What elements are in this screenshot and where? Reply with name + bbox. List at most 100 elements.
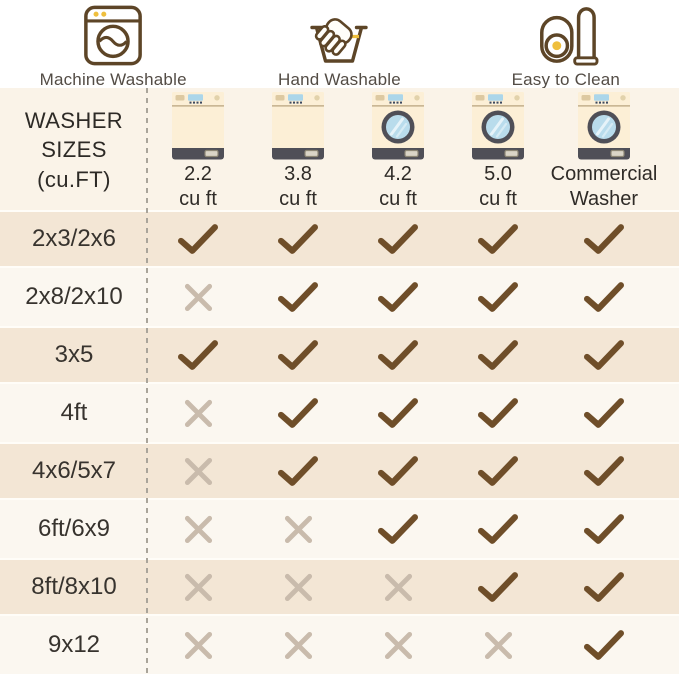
rug-size-label: 9x12	[47, 631, 101, 658]
table-row: 6ft/6x9	[0, 500, 679, 558]
washer-column-header: 3.8 cu ft	[248, 88, 348, 212]
table-cell	[348, 212, 448, 266]
table-body: 2x3/2x6 2x8/2x10 3x5 4ft	[0, 210, 679, 674]
table-cell	[348, 500, 448, 558]
table-row: 9x12	[0, 616, 679, 674]
table-cell	[348, 328, 448, 382]
table-cell	[248, 268, 348, 326]
rug-size-label: 2x8/2x10	[25, 283, 123, 310]
washer-size-value: 5.0	[484, 163, 512, 185]
table-cell	[348, 444, 448, 498]
check-icon	[584, 282, 624, 312]
feature-band: Machine Washable Hand Washable	[0, 0, 679, 90]
check-icon	[278, 224, 318, 254]
washer-size-unit: cu ft	[479, 188, 517, 210]
washer-column-label: Commercial Washer	[551, 162, 658, 212]
check-icon	[584, 398, 624, 428]
table-cell	[348, 560, 448, 614]
washer-icon-slot	[578, 92, 630, 160]
feature-machine-washable: Machine Washable	[0, 0, 226, 90]
table-cell	[248, 328, 348, 382]
check-icon	[278, 340, 318, 370]
check-icon	[378, 224, 418, 254]
x-icon	[184, 399, 212, 427]
washer-icon-slot	[372, 92, 424, 160]
rug-size-label: 2x3/2x6	[31, 225, 117, 252]
washer-column-label: 4.2 cu ft	[379, 162, 417, 212]
table-cell	[148, 212, 248, 266]
table-cell	[348, 616, 448, 674]
washer-column-header: 4.2 cu ft	[348, 88, 448, 212]
table-cell	[248, 500, 348, 558]
check-icon	[177, 340, 218, 370]
table-cell	[348, 268, 448, 326]
check-icon	[584, 340, 624, 370]
x-icon	[184, 631, 212, 659]
washer-size-value: 4.2	[384, 163, 412, 185]
table-cell	[448, 500, 548, 558]
table-cell	[548, 328, 660, 382]
table-cell	[148, 560, 248, 614]
rug-size-label: 4ft	[60, 399, 88, 426]
check-icon	[478, 456, 518, 486]
check-icon	[478, 514, 518, 544]
washer-size-unit: cu ft	[379, 188, 417, 210]
rug-size-label: 4x6/5x7	[31, 457, 117, 484]
check-icon	[584, 514, 624, 544]
feature-hand-washable: Hand Washable	[226, 0, 452, 90]
washer-column-label: 3.8 cu ft	[279, 162, 317, 212]
front-load-washer-icon	[578, 92, 630, 160]
front-load-washer-icon	[472, 92, 524, 160]
x-icon	[184, 515, 212, 543]
table-cell	[548, 384, 660, 442]
table-cell	[348, 384, 448, 442]
feature-label: Machine Washable	[39, 70, 187, 89]
vacuum-cleaner-icon	[539, 7, 599, 66]
x-icon	[384, 631, 412, 659]
corner-header-line: WASHER	[24, 108, 124, 134]
washer-size-unit: Washer	[569, 188, 639, 210]
corner-header-line: (cu.FT)	[37, 166, 111, 192]
x-icon	[184, 457, 212, 485]
table-cell	[248, 444, 348, 498]
check-icon	[278, 456, 318, 486]
washer-icon-slot	[472, 92, 524, 160]
washer-column-label: 2.2 cu ft	[179, 162, 217, 212]
x-icon	[284, 573, 312, 601]
feature-label: Easy to Clean	[511, 70, 621, 89]
washer-size-unit: cu ft	[179, 188, 217, 210]
table-row: 8ft/8x10	[0, 558, 679, 616]
corner-header: WASHER SIZES (cu.FT)	[0, 88, 148, 212]
check-icon	[278, 398, 318, 428]
x-icon	[484, 631, 512, 659]
check-icon	[584, 572, 624, 602]
washing-machine-icon	[84, 5, 143, 66]
hand-wash-icon	[310, 18, 369, 63]
table-cell	[448, 268, 548, 326]
washer-size-value: 3.8	[284, 163, 312, 185]
check-icon	[478, 224, 518, 254]
table-cell	[548, 616, 660, 674]
table-row: 3x5	[0, 326, 679, 384]
table-cell	[248, 384, 348, 442]
front-load-washer-icon	[372, 92, 424, 160]
check-icon	[378, 282, 418, 312]
table-cell	[448, 616, 548, 674]
table-cell	[148, 268, 248, 326]
washer-column-header: Commercial Washer	[548, 88, 660, 212]
rug-size-label: 8ft/8x10	[31, 573, 117, 600]
table-cell	[448, 560, 548, 614]
table-cell	[148, 384, 248, 442]
rug-size-label: 6ft/6x9	[37, 515, 111, 542]
x-icon	[184, 283, 212, 311]
check-icon	[584, 224, 624, 254]
check-icon	[584, 630, 624, 660]
washer-column-header: 2.2 cu ft	[148, 88, 248, 212]
x-icon	[284, 515, 312, 543]
table-row: 4ft	[0, 384, 679, 442]
x-icon	[184, 573, 212, 601]
washer-icon-slot	[272, 92, 324, 160]
x-icon	[384, 573, 412, 601]
table-cell	[548, 560, 660, 614]
